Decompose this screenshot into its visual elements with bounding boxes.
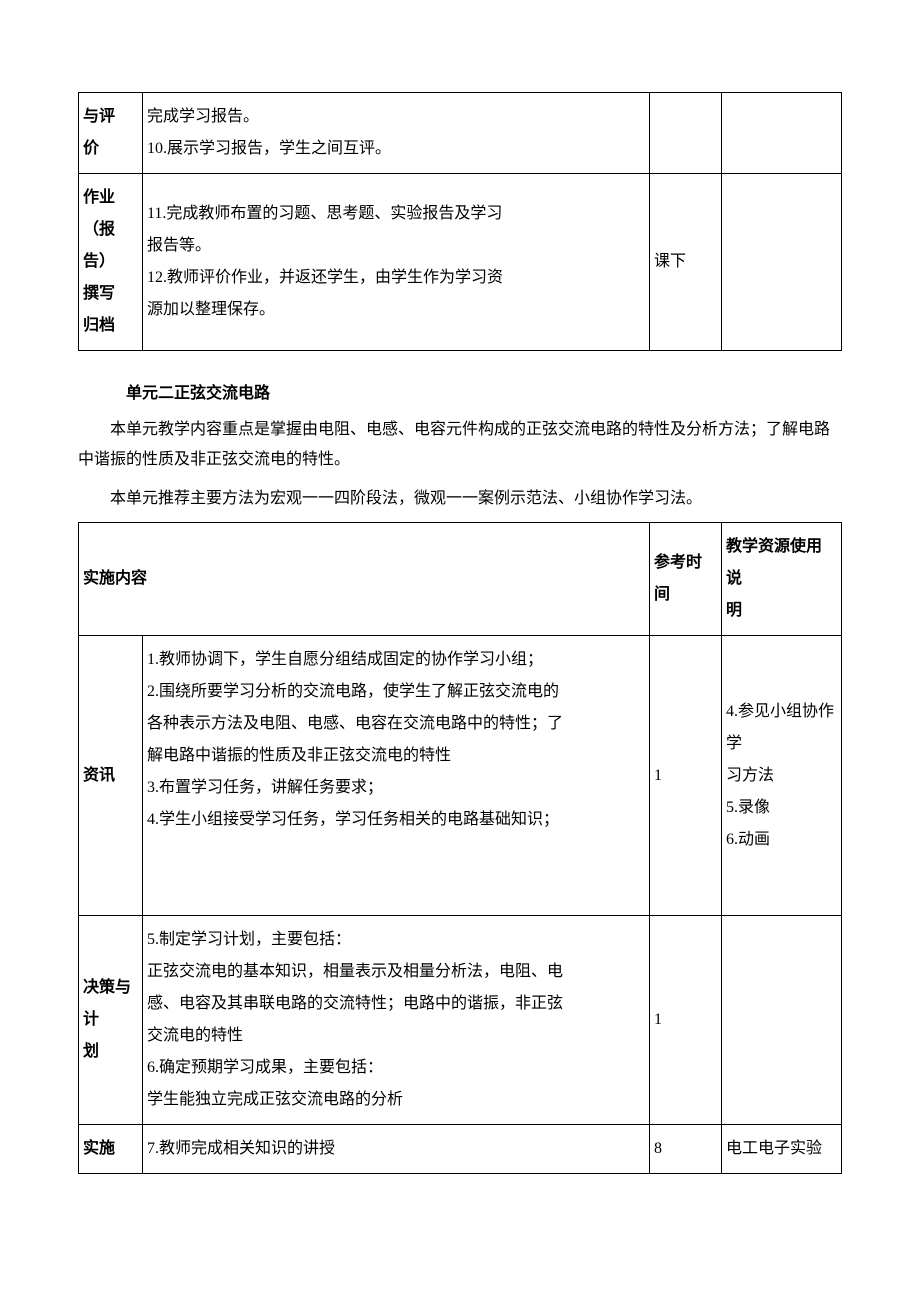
section-title: 单元二正弦交流电路 bbox=[126, 379, 842, 403]
table-row: 资讯 1.教师协调下，学生自愿分组结成固定的协作学习小组；2.围绕所要学习分析的… bbox=[79, 636, 842, 916]
row-resource: 电工电子实验 bbox=[722, 1125, 842, 1174]
row-content: 完成学习报告。10.展示学习报告，学生之间互评。 bbox=[143, 93, 650, 174]
row-time: 1 bbox=[650, 636, 722, 916]
row-label: 资讯 bbox=[79, 636, 143, 916]
table-one: 与评价 完成学习报告。10.展示学习报告，学生之间互评。 作业（报告）撰写归档 … bbox=[78, 92, 842, 351]
row-label: 决策与计划 bbox=[79, 916, 143, 1125]
table-row: 实施 7.教师完成相关知识的讲授 8 电工电子实验 bbox=[79, 1125, 842, 1174]
row-resource: 4.参见小组协作学习方法5.录像6.动画 bbox=[722, 636, 842, 916]
row-label: 与评价 bbox=[79, 93, 143, 174]
row-content: 5.制定学习计划，主要包括：正弦交流电的基本知识，相量表示及相量分析法，电阻、电… bbox=[143, 916, 650, 1125]
row-resource bbox=[722, 174, 842, 351]
row-time: 8 bbox=[650, 1125, 722, 1174]
table-header-row: 实施内容 参考时间 教学资源使用说明 bbox=[79, 523, 842, 636]
row-content: 7.教师完成相关知识的讲授 bbox=[143, 1125, 650, 1174]
row-resource bbox=[722, 93, 842, 174]
row-time: 1 bbox=[650, 916, 722, 1125]
row-label: 作业（报告）撰写归档 bbox=[79, 174, 143, 351]
table-two: 实施内容 参考时间 教学资源使用说明 资讯 1.教师协调下，学生自愿分组结成固定… bbox=[78, 522, 842, 1174]
row-label: 实施 bbox=[79, 1125, 143, 1174]
table-row: 决策与计划 5.制定学习计划，主要包括：正弦交流电的基本知识，相量表示及相量分析… bbox=[79, 916, 842, 1125]
table-row: 作业（报告）撰写归档 11.完成教师布置的习题、思考题、实验报告及学习报告等。1… bbox=[79, 174, 842, 351]
col-header: 实施内容 bbox=[79, 523, 650, 636]
col-header: 参考时间 bbox=[650, 523, 722, 636]
table-row: 与评价 完成学习报告。10.展示学习报告，学生之间互评。 bbox=[79, 93, 842, 174]
paragraph: 本单元推荐主要方法为宏观一一四阶段法，微观一一案例示范法、小组协作学习法。 bbox=[78, 484, 842, 514]
row-time: 课下 bbox=[650, 174, 722, 351]
row-resource bbox=[722, 916, 842, 1125]
col-header: 教学资源使用说明 bbox=[722, 523, 842, 636]
row-content: 1.教师协调下，学生自愿分组结成固定的协作学习小组；2.围绕所要学习分析的交流电… bbox=[143, 636, 650, 916]
row-time bbox=[650, 93, 722, 174]
paragraph: 本单元教学内容重点是掌握由电阻、电感、电容元件构成的正弦交流电路的特性及分析方法… bbox=[78, 415, 842, 476]
row-content: 11.完成教师布置的习题、思考题、实验报告及学习报告等。12.教师评价作业，并返… bbox=[143, 174, 650, 351]
